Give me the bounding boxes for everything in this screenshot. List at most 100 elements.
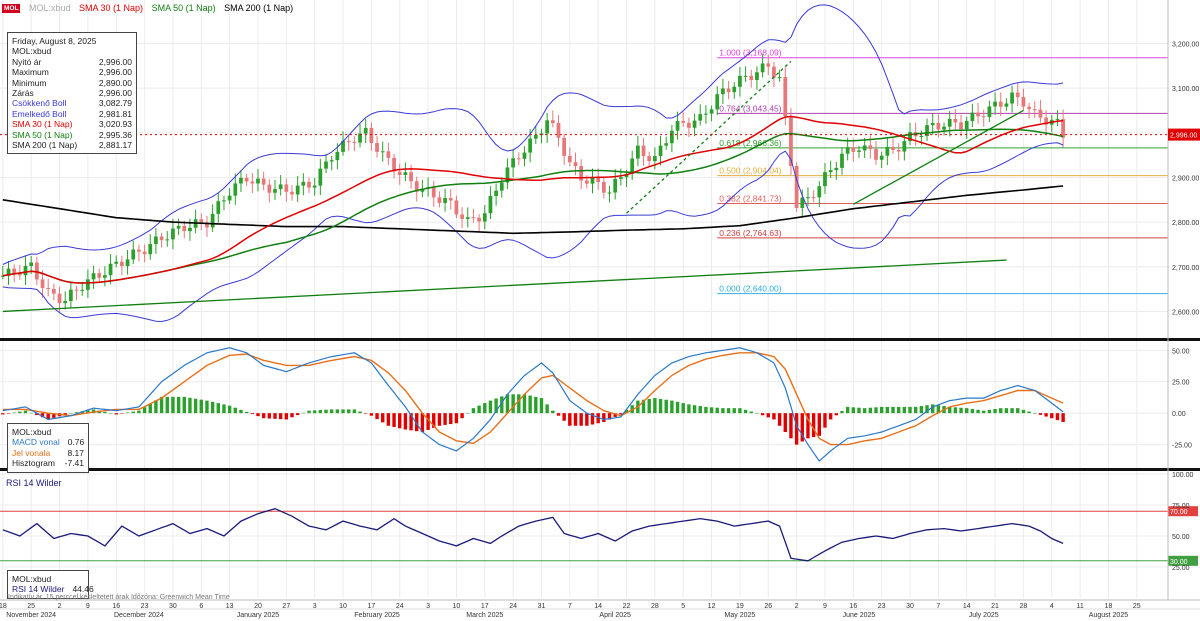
candle <box>772 61 776 88</box>
candle-body <box>970 112 975 122</box>
candle <box>567 147 572 167</box>
candle-body <box>12 268 17 274</box>
macd-histogram-bar <box>528 395 532 414</box>
candle <box>891 137 895 155</box>
macd-histogram-bar <box>874 407 878 414</box>
candle <box>499 177 504 198</box>
macd-info-row: Hisztogram -7.41 <box>12 458 84 468</box>
candle-body <box>216 201 221 214</box>
macd-histogram-bar <box>585 413 589 426</box>
price-info-label: Minimum <box>12 77 47 88</box>
candle-body <box>188 227 192 232</box>
macd-histogram-bar <box>483 403 487 414</box>
price-info-label: Nyitó ár <box>12 56 42 67</box>
price-info-row: Nyitó ár 2,996.00 <box>12 57 132 67</box>
macd-histogram-bar <box>1021 409 1026 414</box>
candle-body <box>550 120 555 123</box>
macd-histogram-bar <box>664 399 668 414</box>
macd-histogram-bar <box>851 407 856 414</box>
candle-body <box>74 289 79 291</box>
candle-body <box>312 185 317 188</box>
candle <box>896 143 901 161</box>
macd-histogram-bar <box>573 413 578 426</box>
candle <box>312 177 317 196</box>
candle <box>766 54 771 75</box>
x-tick-label: 23 <box>878 603 886 610</box>
candle <box>738 67 742 97</box>
x-month-label: November 2024 <box>6 612 56 619</box>
rsi-info-label: RSI 14 Wilder <box>12 584 65 595</box>
legend-sma50[interactable]: SMA 50 (1 Nap) <box>151 3 216 13</box>
candle-body <box>976 112 980 117</box>
macd-histogram-bar <box>216 403 220 414</box>
candle <box>1027 102 1031 119</box>
candle-body <box>766 63 771 67</box>
macd-histogram-bar <box>681 403 685 414</box>
candle <box>324 153 328 174</box>
info-date: Friday, August 8, 2025 <box>12 36 97 46</box>
macd-histogram-bar <box>312 410 317 414</box>
macd-histogram-bar <box>1055 413 1060 421</box>
candle-body <box>902 141 907 152</box>
candle <box>840 147 844 175</box>
candle <box>789 108 793 175</box>
x-month-label: January 2025 <box>237 612 280 619</box>
candle-body <box>488 195 493 214</box>
candle <box>704 105 708 124</box>
macd-histogram-bar <box>125 412 130 414</box>
macd-histogram-bar <box>437 413 442 426</box>
candle <box>448 189 453 210</box>
candle <box>74 285 79 301</box>
pane-separator-0 <box>0 338 1200 341</box>
candle <box>137 244 141 262</box>
candle <box>233 173 238 205</box>
candle-body <box>919 135 924 137</box>
candle <box>397 163 402 185</box>
macd-histogram-bar <box>511 394 515 414</box>
rsi-upper-tag-label: 70.00 <box>1170 509 1188 516</box>
macd-histogram-bar <box>301 412 306 414</box>
macd-histogram-bar <box>29 412 33 414</box>
rsi-axis-tick-label: 25.00 <box>1172 565 1190 572</box>
bollinger-upper-line <box>2 4 1064 265</box>
candle-body <box>363 127 368 134</box>
legend-sma30[interactable]: SMA 30 (1 Nap) <box>79 3 144 13</box>
candle-body <box>891 146 895 150</box>
candle <box>125 249 130 275</box>
pane-separator-1 <box>0 468 1200 471</box>
price-info-row: Maximum 2,996.00 <box>12 67 132 77</box>
macd-histogram-bar <box>715 407 719 414</box>
macd-histogram-bar <box>290 413 294 418</box>
candle <box>828 160 833 179</box>
candle-body <box>460 214 464 219</box>
candle-body <box>210 213 215 228</box>
macd-histogram-bar <box>948 406 952 414</box>
fib-label-1: 0.764 (3,043.45) <box>719 103 782 113</box>
candle-body <box>840 153 844 168</box>
candle <box>681 111 686 127</box>
macd-histogram-bar <box>551 410 555 414</box>
macd-histogram-bar <box>879 406 884 414</box>
candle <box>386 142 391 165</box>
candle <box>885 138 890 166</box>
candle-body <box>624 173 629 178</box>
legend-sma200[interactable]: SMA 200 (1 Nap) <box>224 3 294 13</box>
candle-body <box>205 222 209 228</box>
macd-histogram-bar <box>602 413 606 422</box>
candle <box>261 171 266 191</box>
candle <box>556 115 561 147</box>
macd-histogram-bar <box>868 407 873 414</box>
macd-histogram-bar <box>449 413 453 425</box>
macd-info-label: Hisztogram <box>12 458 55 469</box>
macd-histogram-bar <box>154 400 158 414</box>
macd-info-row: Jel vonala 8.17 <box>12 448 84 458</box>
macd-histogram-bar <box>46 413 50 420</box>
candle-body <box>80 289 85 291</box>
macd-histogram-bar <box>738 408 742 414</box>
macd-histogram-bar <box>505 394 510 414</box>
candle <box>103 266 107 287</box>
macd-histogram-bar <box>443 413 447 425</box>
macd-histogram-bar <box>335 409 340 414</box>
candle <box>516 152 521 166</box>
